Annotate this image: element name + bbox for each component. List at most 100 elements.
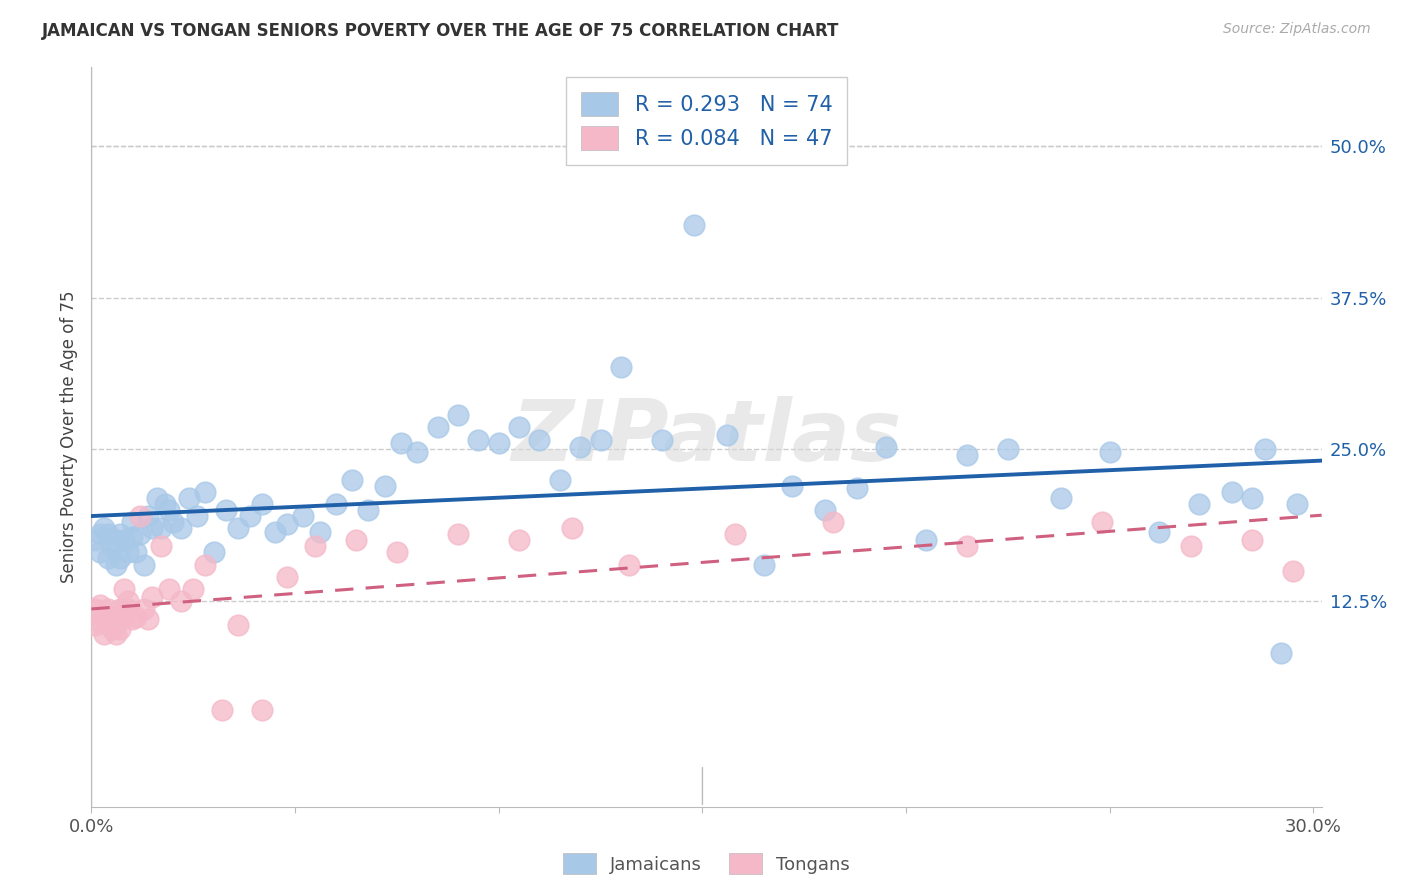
Point bbox=[1188, 497, 1211, 511]
Point bbox=[716, 427, 738, 442]
Point bbox=[1253, 442, 1275, 457]
Point bbox=[89, 527, 111, 541]
Point bbox=[141, 521, 163, 535]
Text: JAMAICAN VS TONGAN SENIORS POVERTY OVER THE AGE OF 75 CORRELATION CHART: JAMAICAN VS TONGAN SENIORS POVERTY OVER … bbox=[42, 22, 839, 40]
Point bbox=[1180, 539, 1202, 553]
Point bbox=[125, 609, 148, 624]
Point bbox=[84, 618, 107, 632]
Point bbox=[821, 515, 844, 529]
Point bbox=[561, 521, 583, 535]
Point bbox=[84, 533, 107, 548]
Point bbox=[1241, 491, 1264, 505]
Point bbox=[488, 436, 510, 450]
Point bbox=[93, 521, 115, 535]
Point bbox=[162, 515, 184, 529]
Point bbox=[138, 612, 160, 626]
Text: ZIPatlas: ZIPatlas bbox=[512, 395, 901, 479]
Point bbox=[104, 558, 127, 572]
Point bbox=[93, 609, 115, 624]
Point bbox=[97, 527, 120, 541]
Point bbox=[112, 609, 135, 624]
Point bbox=[129, 527, 152, 541]
Point bbox=[121, 612, 143, 626]
Point bbox=[651, 433, 673, 447]
Point bbox=[153, 497, 176, 511]
Point bbox=[374, 478, 396, 492]
Point bbox=[508, 420, 530, 434]
Point bbox=[121, 530, 143, 544]
Point bbox=[814, 503, 837, 517]
Point bbox=[117, 594, 139, 608]
Point bbox=[1286, 497, 1309, 511]
Point bbox=[89, 615, 111, 629]
Point bbox=[1270, 646, 1292, 660]
Point bbox=[170, 594, 193, 608]
Point bbox=[1282, 564, 1305, 578]
Point bbox=[84, 602, 107, 616]
Point bbox=[344, 533, 367, 548]
Point bbox=[179, 491, 201, 505]
Point bbox=[145, 491, 167, 505]
Point bbox=[108, 602, 131, 616]
Point bbox=[1050, 491, 1073, 505]
Point bbox=[752, 558, 775, 572]
Point bbox=[108, 551, 131, 566]
Point bbox=[93, 626, 115, 640]
Point bbox=[125, 545, 148, 559]
Point bbox=[149, 521, 172, 535]
Point bbox=[97, 602, 120, 616]
Point bbox=[89, 545, 111, 559]
Point bbox=[276, 517, 298, 532]
Point bbox=[104, 626, 127, 640]
Point bbox=[181, 582, 204, 596]
Point bbox=[211, 703, 233, 717]
Point bbox=[134, 558, 156, 572]
Point bbox=[108, 622, 131, 636]
Point bbox=[340, 473, 363, 487]
Point bbox=[406, 444, 429, 458]
Point bbox=[121, 515, 143, 529]
Point bbox=[100, 539, 122, 553]
Point bbox=[997, 442, 1019, 457]
Point bbox=[846, 481, 869, 495]
Point bbox=[956, 539, 979, 553]
Point bbox=[112, 582, 135, 596]
Point bbox=[389, 436, 412, 450]
Point bbox=[956, 448, 979, 462]
Point bbox=[292, 508, 315, 523]
Point bbox=[724, 527, 747, 541]
Point bbox=[104, 533, 127, 548]
Point bbox=[129, 508, 152, 523]
Point bbox=[226, 618, 249, 632]
Point bbox=[104, 615, 127, 629]
Point bbox=[1147, 524, 1170, 539]
Point bbox=[134, 602, 156, 616]
Point bbox=[447, 409, 470, 423]
Point bbox=[117, 545, 139, 559]
Point bbox=[548, 473, 571, 487]
Point bbox=[157, 503, 180, 517]
Legend: Jamaicans, Tongans: Jamaicans, Tongans bbox=[554, 845, 859, 883]
Point bbox=[89, 598, 111, 612]
Point bbox=[357, 503, 380, 517]
Point bbox=[112, 533, 135, 548]
Point bbox=[202, 545, 225, 559]
Point bbox=[1098, 444, 1121, 458]
Point bbox=[276, 569, 298, 583]
Point bbox=[149, 539, 172, 553]
Point bbox=[569, 440, 592, 454]
Point bbox=[304, 539, 326, 553]
Point bbox=[252, 497, 274, 511]
Point bbox=[157, 582, 180, 596]
Point bbox=[1091, 515, 1114, 529]
Point bbox=[467, 433, 489, 447]
Point bbox=[239, 508, 262, 523]
Point bbox=[252, 703, 274, 717]
Point bbox=[610, 359, 633, 374]
Point bbox=[138, 508, 160, 523]
Point bbox=[683, 218, 706, 232]
Point bbox=[194, 484, 217, 499]
Point bbox=[97, 551, 120, 566]
Point bbox=[215, 503, 238, 517]
Point bbox=[97, 615, 120, 629]
